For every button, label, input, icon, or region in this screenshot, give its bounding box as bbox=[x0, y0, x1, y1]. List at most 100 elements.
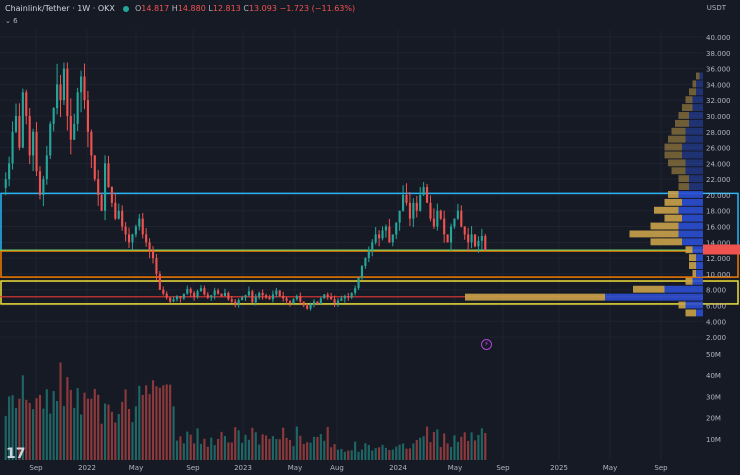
volume-bar bbox=[66, 377, 69, 460]
candle-body bbox=[340, 298, 343, 301]
volume-bar bbox=[456, 441, 459, 460]
volume-bar bbox=[86, 398, 89, 460]
vp-bar-down bbox=[664, 198, 682, 206]
candle-body bbox=[360, 266, 364, 278]
time-axis: Sep 2022 May Sep 2023 May Aug 2024 May Sep 2025 May… bbox=[29, 464, 668, 472]
candle-body bbox=[83, 76, 86, 101]
vp-bar-down bbox=[685, 277, 693, 285]
vp-bar-up bbox=[689, 119, 703, 127]
volume-bar bbox=[340, 448, 343, 460]
candle-body bbox=[107, 163, 110, 188]
time-tick-label: May bbox=[448, 464, 462, 472]
price-tick-label: 28.000 bbox=[706, 129, 731, 137]
candle-body bbox=[220, 293, 223, 297]
volume-bar bbox=[90, 398, 93, 460]
volume-bar bbox=[148, 394, 151, 460]
volume-bar bbox=[25, 399, 28, 460]
candle-body bbox=[165, 293, 168, 298]
volume-bar bbox=[18, 398, 21, 460]
vp-bar-down bbox=[671, 167, 686, 175]
candle-body bbox=[241, 297, 244, 300]
vp-bar-up bbox=[689, 183, 703, 190]
volume-bar bbox=[288, 439, 292, 460]
volume-bar bbox=[378, 447, 381, 460]
volume-bar bbox=[323, 440, 326, 460]
candle-body bbox=[69, 115, 72, 140]
candle-body bbox=[319, 298, 322, 304]
candle-body bbox=[306, 305, 309, 309]
volume-bar bbox=[247, 439, 250, 460]
volume-bar bbox=[463, 432, 466, 460]
volume-bar bbox=[131, 422, 134, 460]
candle-body bbox=[456, 210, 459, 219]
open-value: 14.817 bbox=[141, 4, 170, 13]
vp-bar-up bbox=[682, 143, 703, 151]
last-price-marker bbox=[703, 244, 740, 255]
volume-bar bbox=[364, 443, 367, 460]
volume-bar bbox=[467, 440, 470, 460]
vp-bar-up bbox=[685, 301, 703, 309]
lightning-icon[interactable]: ⚡ bbox=[481, 339, 492, 350]
volume-bar bbox=[59, 362, 62, 460]
volume-bar bbox=[76, 388, 79, 460]
volume-bar bbox=[32, 409, 35, 460]
time-tick-label: Sep bbox=[186, 464, 200, 472]
candle-body bbox=[131, 234, 134, 243]
currency-label[interactable]: USDT bbox=[706, 4, 726, 12]
volume-bar bbox=[446, 443, 449, 460]
candle-body bbox=[405, 194, 408, 203]
volume-bar bbox=[21, 375, 24, 460]
candle-body bbox=[247, 291, 250, 296]
candle-body bbox=[62, 68, 66, 101]
vp-bar-down bbox=[650, 222, 679, 230]
price-tick-label: 38.000 bbox=[706, 50, 731, 58]
volume-bar bbox=[42, 408, 45, 460]
volume-bar bbox=[172, 406, 175, 460]
vp-bar-down bbox=[675, 119, 689, 127]
vp-bar-down bbox=[685, 96, 693, 104]
volume-bar bbox=[312, 436, 316, 460]
volume-bar bbox=[268, 439, 271, 460]
candle-body bbox=[182, 293, 185, 299]
candle-body bbox=[288, 300, 292, 304]
candle-body bbox=[336, 300, 340, 304]
candle-body bbox=[251, 291, 254, 303]
volume-bar bbox=[480, 428, 483, 460]
volume-bar bbox=[49, 413, 52, 460]
candle-body bbox=[347, 296, 350, 298]
volume-bar bbox=[237, 430, 240, 460]
price-tick-label: 24.000 bbox=[706, 160, 731, 168]
vp-bar-down bbox=[685, 246, 693, 254]
candle-body bbox=[59, 84, 62, 101]
volume-bar bbox=[165, 384, 168, 460]
volume-bar bbox=[357, 451, 360, 460]
volume-bar bbox=[110, 411, 113, 460]
price-tick-label: 4.000 bbox=[706, 318, 726, 326]
indicators-toggle[interactable]: ⌄ 6 bbox=[5, 17, 18, 25]
volume-tick-label: 50M bbox=[706, 351, 721, 359]
volume-bar bbox=[419, 437, 422, 460]
volume-bar bbox=[436, 429, 439, 460]
candle-body bbox=[374, 234, 377, 243]
volume-tick-label: 20M bbox=[706, 415, 721, 423]
candle-body bbox=[333, 299, 336, 304]
price-tick-label: 22.000 bbox=[706, 176, 731, 184]
vp-bar-down bbox=[664, 214, 682, 222]
price-tick-label: 2.000 bbox=[706, 334, 726, 342]
candle-body bbox=[422, 187, 425, 195]
volume-bar bbox=[220, 431, 223, 460]
vp-bar-down bbox=[671, 127, 686, 135]
price-tick-label: 10.000 bbox=[706, 271, 731, 279]
vp-bar-up bbox=[696, 254, 703, 262]
candle-body bbox=[480, 236, 483, 241]
volume-bar bbox=[127, 408, 131, 460]
candle-body bbox=[268, 297, 271, 300]
candle-body bbox=[415, 202, 418, 211]
candle-body bbox=[432, 218, 435, 227]
volume-bar bbox=[371, 450, 374, 460]
vp-bar-up bbox=[696, 269, 703, 277]
symbol-title[interactable]: Chainlink/Tether · 1W · OKX bbox=[5, 4, 115, 13]
tradingview-logo[interactable]: 17 bbox=[6, 446, 26, 462]
candle-body bbox=[381, 230, 384, 239]
